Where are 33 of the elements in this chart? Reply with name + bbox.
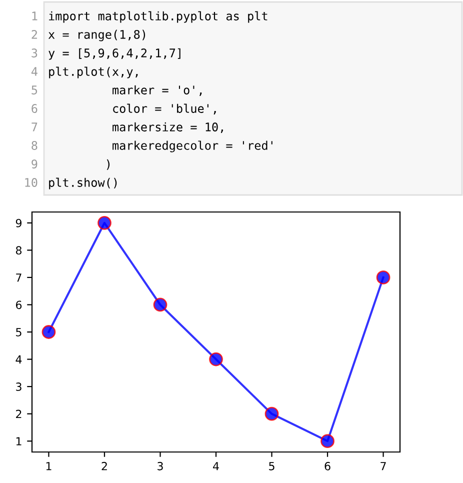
x-tick-label: 2 xyxy=(102,462,107,470)
text: 6 color = 'blue', xyxy=(32,104,216,114)
text: 5 marker = 'o', xyxy=(32,85,202,96)
y-tick-label: 4 xyxy=(16,355,22,364)
point xyxy=(209,352,223,366)
text: 8 markeredgecolor = 'red' xyxy=(32,140,272,152)
point xyxy=(320,434,334,448)
text: 1 import matplotlib.pyplot as plt xyxy=(32,11,268,23)
y-tick-label: 5 xyxy=(16,328,22,336)
y-tick-label: 8 xyxy=(16,246,22,255)
point xyxy=(42,325,56,339)
text: 3 y = [5,9,6,4,2,1,7] xyxy=(32,48,180,60)
text: 9 ) xyxy=(32,159,110,170)
y-tick-label: 7 xyxy=(16,274,22,282)
text: 2 x = range(1,8) xyxy=(32,30,146,42)
x-tick-label: 7 xyxy=(380,462,386,470)
y-tick-label: 3 xyxy=(16,382,22,391)
text: 7 markersize = 10, xyxy=(32,122,223,133)
x-tick-label: 3 xyxy=(158,462,163,470)
x-tick-label: 1 xyxy=(46,462,52,470)
y-tick-label: 2 xyxy=(16,410,22,418)
point xyxy=(153,298,168,312)
x-tick-label: 5 xyxy=(269,462,274,470)
x-tick-label: 6 xyxy=(324,462,330,470)
x-tick-label: 4 xyxy=(213,462,219,470)
y-tick-label: 6 xyxy=(16,300,22,310)
point xyxy=(376,270,390,284)
y-tick-label: 1 xyxy=(16,437,22,446)
y-tick-label: 9 xyxy=(16,218,22,228)
text: 10 plt.show() xyxy=(25,178,117,190)
point xyxy=(264,406,279,421)
text: 4 plt.plot(x,y, xyxy=(31,66,138,78)
point xyxy=(98,216,112,230)
